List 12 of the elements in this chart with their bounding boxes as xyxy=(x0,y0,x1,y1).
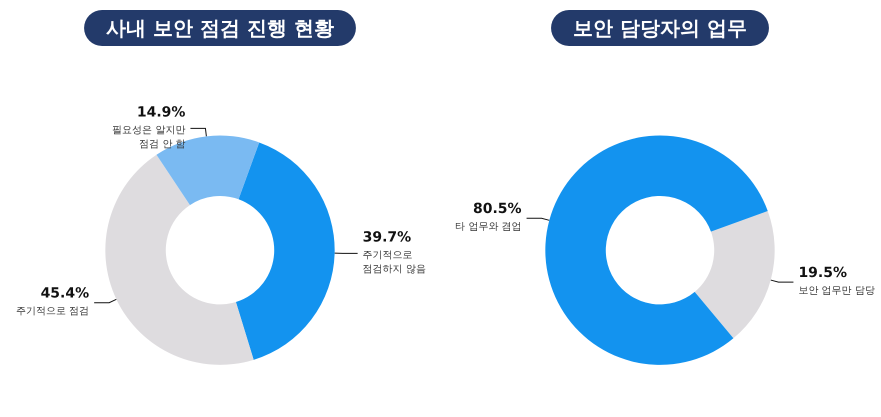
slice-label: 타 업무와 겸업 xyxy=(455,222,522,233)
data-label: 80.5% xyxy=(472,201,522,218)
data-label: 14.9% xyxy=(136,104,186,120)
data-label: 45.4% xyxy=(40,286,90,302)
data-label: 39.7% xyxy=(362,229,412,246)
data-label: 19.5% xyxy=(798,265,848,282)
slice-label: 필요성은 알지만 점검 안 함 xyxy=(112,124,186,150)
slice-label: 보안 업무만 담당 xyxy=(798,286,875,297)
chart-title: 보안 담당자의 업무 xyxy=(573,16,747,40)
chart-title: 사내 보안 점검 진행 현황 xyxy=(106,16,334,40)
slice-label: 주기적으로 점검 xyxy=(16,306,90,318)
slice-label: 주기적으로 점검하지 않음 xyxy=(362,250,426,275)
